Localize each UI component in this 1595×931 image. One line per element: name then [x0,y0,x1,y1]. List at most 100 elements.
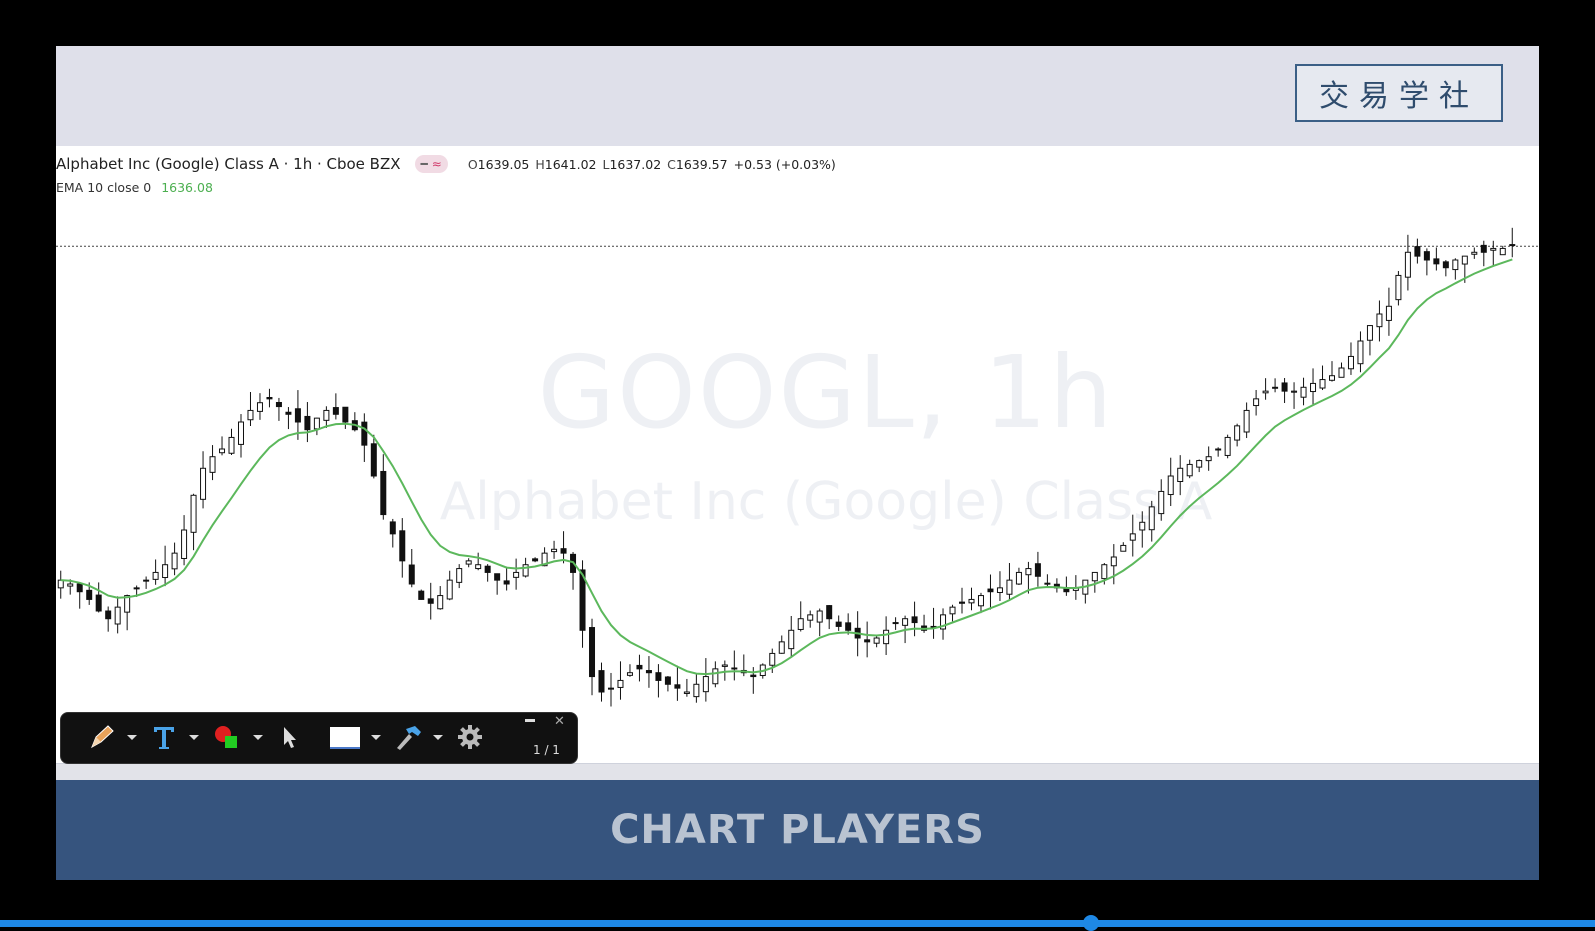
candle [826,605,833,630]
candle-body [522,564,529,577]
candle-body [380,470,387,516]
candle-body [256,402,263,412]
candle-body [1509,244,1516,247]
candle [1044,574,1051,588]
candle-body [1110,556,1117,567]
candle-body [1205,456,1212,462]
candle-body [1224,436,1231,456]
candle [560,531,567,564]
candle-body [1319,379,1326,389]
ohlc-close: C1639.57 [667,156,728,172]
candle [323,406,330,428]
annotation-toolbar[interactable]: ✕ 1 / 1 [60,712,578,764]
candle-body [1433,258,1440,265]
candle-body [664,676,671,685]
ema-indicator-legend[interactable]: EMA 10 close 0 1636.08 [56,180,213,195]
chart-type-badge[interactable]: ━ ≈ [414,155,448,173]
candle [361,413,368,462]
watermark-symbol-name: Alphabet Inc (Google) Class A [439,472,1213,532]
candle [200,451,207,509]
color-picker-icon[interactable] [211,723,241,751]
text-tool-icon[interactable] [149,723,179,751]
hammer-caret-icon[interactable] [433,735,443,740]
candle [1063,576,1070,596]
candle [484,564,491,582]
candle-body [323,409,330,421]
candle [750,667,757,694]
candle [1243,402,1250,439]
candle-body [721,664,728,667]
candle [237,414,244,458]
candle [589,618,596,696]
candle-body [883,629,890,645]
footer-brand: CHART PLAYERS [610,807,985,853]
candle [1414,238,1421,264]
candle [124,594,131,631]
price-chart[interactable]: GOOGL, 1h Alphabet Inc (Google) Class A … [56,146,1539,763]
candle [1329,361,1336,382]
candle [1442,260,1449,277]
pencil-icon[interactable] [87,723,117,751]
candle-body [1148,506,1155,531]
candle [655,664,662,698]
candle [996,571,1003,601]
candle [513,558,520,590]
candle-body [1044,582,1051,585]
candle [304,402,311,443]
candle-body [266,396,273,400]
candle [930,607,937,639]
candle [1376,300,1383,342]
candle [1148,500,1155,542]
candle-body [1015,571,1022,585]
candle [1347,342,1354,375]
candle-body [977,595,984,607]
candle-body [996,587,1003,593]
candle-body [437,595,444,610]
whiteboard-caret-icon[interactable] [371,735,381,740]
candle-body [275,401,282,408]
video-progress-bar[interactable] [0,920,1595,927]
gear-icon[interactable] [455,723,485,751]
candle [67,579,74,595]
candle-body [589,627,596,678]
candle-body [731,667,738,670]
candle [816,608,823,637]
candle-body [294,408,301,423]
close-icon[interactable]: ✕ [554,714,565,729]
minimize-icon[interactable] [525,719,535,722]
candle [152,559,159,585]
progress-handle[interactable] [1083,915,1099,931]
candle [1053,578,1060,593]
candle-body [750,674,757,678]
candle [1490,240,1497,267]
candle-body [361,421,368,446]
text-caret-icon[interactable] [189,735,199,740]
candle-body [551,548,558,553]
candle [968,587,975,611]
candle-body [579,569,586,631]
candle-body [484,565,491,573]
hammer-icon[interactable] [393,723,423,751]
symbol-title[interactable]: Alphabet Inc (Google) Class A · 1h · Cbo… [56,155,401,173]
candle [181,515,188,566]
candle [1262,378,1269,400]
candle-body [370,443,377,477]
whiteboard-icon[interactable] [327,723,363,751]
candle [256,393,263,420]
candle-body [845,622,852,631]
candle [1186,459,1193,479]
pencil-caret-icon[interactable] [127,735,137,740]
candle-body [1366,325,1373,341]
pointer-icon[interactable] [275,723,305,751]
candle-body [788,629,795,650]
candle-body [427,598,434,604]
color-caret-icon[interactable] [253,735,263,740]
candle-body [228,436,235,454]
candle [247,392,254,427]
candle [570,552,577,590]
candle [1253,389,1260,416]
candle-body [1480,244,1487,253]
candle [1205,446,1212,471]
candle [1452,258,1459,280]
candle-body [1262,390,1269,394]
